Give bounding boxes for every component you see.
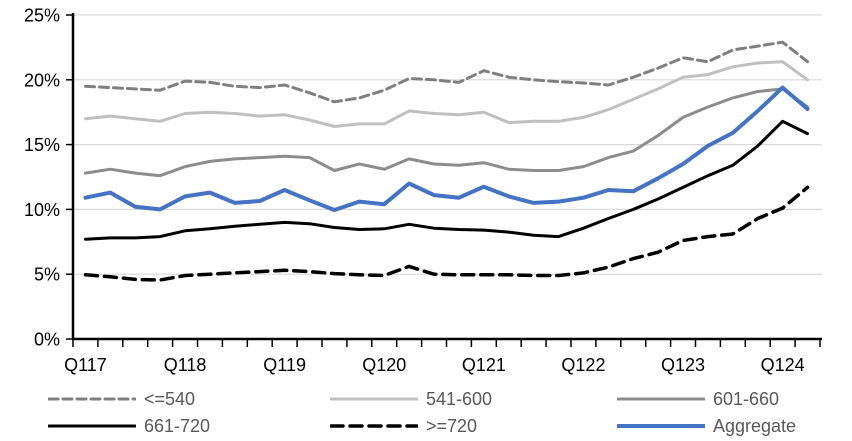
legend-swatch-line [330, 424, 418, 428]
series-line-540 [84, 40, 809, 104]
y-axis-tick-label: 10% [24, 200, 60, 220]
y-axis-tick-label: 5% [34, 265, 60, 285]
y-axis-tick-label: 15% [24, 135, 60, 155]
legend-swatch-line [330, 397, 418, 401]
legend-label: 661-720 [144, 416, 211, 436]
legend-swatch-line [617, 397, 705, 401]
x-axis-tick-label: Q121 [462, 355, 506, 375]
legend-item-541-600: 541-600 [330, 388, 492, 410]
legend-item-540: <=540 [48, 388, 195, 410]
x-axis-tick-label: Q120 [362, 355, 406, 375]
legend-item-aggregate: Aggregate [617, 415, 796, 437]
legend-label: Aggregate [713, 416, 797, 436]
series-line-720 [83, 185, 810, 282]
series-line-601-660 [84, 87, 809, 178]
legend-label: >=720 [426, 416, 478, 436]
y-axis-tick-label: 0% [34, 330, 60, 350]
x-axis-tick-label: Q118 [164, 355, 207, 375]
x-axis-tick-label: Q123 [661, 355, 705, 375]
legend-label: <=540 [144, 389, 196, 409]
y-axis-tick-label: 25% [24, 6, 60, 26]
legend-item-720: >=720 [330, 415, 477, 437]
legend-swatch-line [48, 424, 136, 428]
series-line-541-600 [84, 60, 809, 128]
legend-item-601-660: 601-660 [617, 388, 779, 410]
legend-swatch-line [617, 424, 705, 428]
legend-swatch-line [48, 397, 136, 401]
legend-item-661-720: 661-720 [48, 415, 210, 437]
x-axis-tick-label: Q117 [64, 355, 107, 375]
series-line-661-720 [84, 119, 809, 241]
x-axis-tick-label: Q119 [263, 355, 306, 375]
y-axis-tick-label: 20% [24, 70, 60, 90]
series-line-aggregate [83, 85, 810, 212]
legend-label: 541-600 [426, 389, 493, 409]
x-axis-tick-label: Q124 [761, 355, 805, 375]
x-axis-tick-label: Q122 [561, 355, 605, 375]
legend-label: 601-660 [713, 389, 780, 409]
